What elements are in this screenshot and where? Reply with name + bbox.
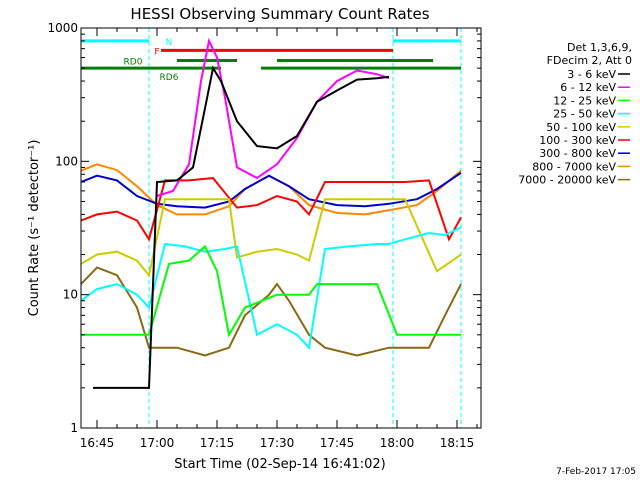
status-label-f: F [154, 47, 159, 57]
legend-label: 50 - 100 keV [546, 121, 616, 134]
y-tick-label: 1 [70, 421, 78, 435]
series-line [80, 171, 462, 209]
legend: Det 1,3,6,9, FDecim 2, Att 0 3 - 6 keV6 … [518, 41, 632, 187]
status-label-rd6: RD6 [160, 73, 179, 83]
x-axis-label: Start Time (02-Sep-14 16:41:02) [174, 457, 385, 472]
y-tick-label: 1000 [47, 21, 78, 35]
x-tick-label: 16:45 [80, 436, 115, 450]
series-line [80, 163, 462, 216]
series-line [93, 65, 390, 389]
series-line [156, 37, 390, 197]
y-tick-label: 100 [55, 154, 78, 168]
y-axis: 1 10 100 1000 [47, 21, 481, 435]
y-axis-label: Count Rate (s⁻¹ detector⁻¹) [27, 140, 42, 317]
legend-label: 6 - 12 keV [560, 81, 616, 94]
legend-label: 12 - 25 keV [553, 94, 616, 107]
x-tick-label: 17:30 [260, 436, 295, 450]
legend-label: 7000 - 20000 keV [518, 174, 616, 187]
series-line [80, 266, 462, 357]
plot-frame [80, 27, 482, 429]
chart-title: HESSI Observing Summary Count Rates [130, 5, 429, 23]
status-label-n: N [166, 38, 173, 48]
series-line [80, 226, 462, 350]
legend-header-line: FDecim 2, Att 0 [547, 54, 632, 67]
series-line [80, 198, 462, 278]
legend-label: 300 - 800 keV [539, 147, 616, 160]
legend-header-line: Det 1,3,6,9, [567, 41, 632, 54]
legend-label: 100 - 300 keV [539, 134, 616, 147]
plot-area: NF RD0 RD6 [80, 28, 462, 428]
legend-label: 800 - 7000 keV [532, 160, 616, 173]
x-tick-label: 18:00 [380, 436, 415, 450]
footer-date: 7-Feb-2017 17:05 [556, 467, 636, 477]
y-tick-label: 10 [63, 288, 78, 302]
x-tick-label: 17:45 [320, 436, 355, 450]
status-label-rd0: RD0 [124, 58, 143, 68]
series-line [80, 176, 462, 242]
legend-label: 3 - 6 keV [567, 68, 616, 81]
x-axis: 16:45 17:00 17:15 17:30 17:45 18:00 18:15 [80, 28, 478, 450]
series-line [81, 244, 461, 338]
x-tick-label: 17:00 [140, 436, 175, 450]
legend-label: 25 - 50 keV [553, 108, 616, 121]
x-tick-label: 18:15 [440, 436, 475, 450]
x-tick-label: 17:15 [200, 436, 235, 450]
